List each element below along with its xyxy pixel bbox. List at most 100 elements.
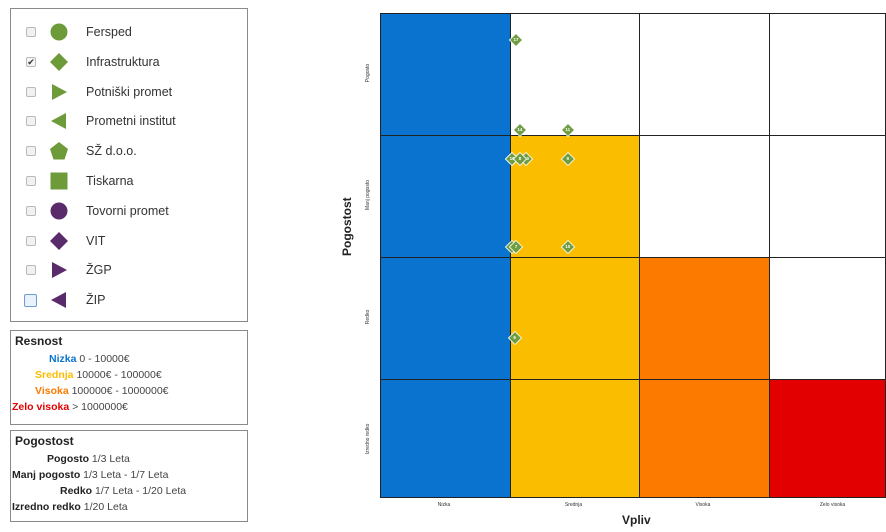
triangle-right-icon xyxy=(49,260,69,280)
y-axis-title: Pogostost xyxy=(340,197,354,256)
series-legend-panel: Fersped ✔ Infrastruktura Potniški promet Pro… xyxy=(10,8,248,322)
risk-marker[interactable]: 11 xyxy=(560,123,575,138)
risk-marker[interactable]: 17 xyxy=(508,32,523,47)
legend-item-label: Infrastruktura xyxy=(86,54,160,69)
matrix-cell-izredno-redko-srednja xyxy=(509,379,639,498)
matrix-cell-pogosto-visoka xyxy=(639,13,769,135)
matrix-cell-pogosto-zelo-visoka xyxy=(768,13,886,135)
marker-number: 17 xyxy=(513,36,519,42)
resnost-legend-box: Resnost Nizka 0 - 10000€ Srednja 10000€ -… xyxy=(10,330,248,425)
resnost-row: Nizka 0 - 10000€ xyxy=(49,353,130,365)
legend-checkbox[interactable] xyxy=(26,235,36,246)
matrix-cell-redko-nizka xyxy=(380,257,510,379)
matrix-cell-manj-pogosto-visoka xyxy=(639,135,769,257)
grid-line-horizontal xyxy=(380,257,886,258)
grid-line-horizontal xyxy=(380,135,886,136)
matrix-cell-pogosto-srednja xyxy=(509,13,639,135)
grid-line-vertical xyxy=(509,13,511,498)
column-label: Zelo visoka xyxy=(819,502,846,508)
pogostost-range: 1/7 Leta - 1/20 Leta xyxy=(95,485,187,497)
diamond-icon xyxy=(560,240,575,255)
resnost-name: Srednja xyxy=(35,369,74,381)
legend-item-fersped[interactable]: Fersped xyxy=(11,19,247,45)
legend-item-žgp[interactable]: ŽGP xyxy=(11,257,247,283)
grid-line-vertical xyxy=(380,13,381,498)
resnost-row: Visoka 100000€ - 1000000€ xyxy=(35,385,169,397)
risk-marker[interactable]: 8 xyxy=(512,152,527,167)
grid-line-horizontal xyxy=(380,497,886,498)
matrix-cell-pogosto-nizka xyxy=(380,13,510,135)
matrix-cell-izredno-redko-zelo-visoka xyxy=(768,379,886,498)
legend-checkbox[interactable] xyxy=(26,205,36,216)
legend-item-label: ŽGP xyxy=(86,263,112,278)
legend-checkbox[interactable]: ✔ xyxy=(26,56,36,67)
legend-item-tiskarna[interactable]: Tiskarna xyxy=(11,168,247,194)
resnost-row: Zelo visoka > 1000000€ xyxy=(12,401,128,413)
diamond-icon xyxy=(508,32,523,47)
diamond-icon xyxy=(560,152,575,167)
row-label: Izredno redko xyxy=(365,423,371,455)
legend-item-potniški-promet[interactable]: Potniški promet xyxy=(11,79,247,105)
legend-checkbox[interactable] xyxy=(26,116,36,127)
legend-checkbox[interactable] xyxy=(26,27,36,37)
legend-item-label: Tiskarna xyxy=(86,174,134,188)
legend-checkbox[interactable] xyxy=(26,176,36,186)
risk-marker[interactable]: 7 xyxy=(508,240,523,255)
marker-number: 14 xyxy=(517,127,523,133)
legend-checkbox[interactable] xyxy=(26,146,36,157)
pogostost-range: 1/3 Leta xyxy=(91,453,130,465)
legend-checkbox[interactable] xyxy=(26,265,36,276)
matrix-cell-manj-pogosto-srednja xyxy=(509,135,639,257)
diamond-icon xyxy=(512,152,527,167)
column-label: Srednja xyxy=(564,502,583,508)
legend-item-label: VIT xyxy=(86,233,106,248)
pogostost-name: Redko xyxy=(60,485,93,497)
risk-marker[interactable]: 6 xyxy=(507,330,522,345)
resnost-name: Visoka xyxy=(35,385,69,397)
legend-item-žip[interactable]: ŽIP xyxy=(11,287,247,313)
matrix-cell-redko-zelo-visoka xyxy=(768,257,886,379)
x-axis-title: Vpliv xyxy=(622,513,651,527)
diamond-icon xyxy=(560,123,575,138)
resnost-row: Srednja 10000€ - 100000€ xyxy=(35,369,162,381)
risk-marker[interactable]: 10 xyxy=(560,240,575,255)
matrix-cell-manj-pogosto-nizka xyxy=(380,135,510,257)
risk-matrix: 17111415139168121076 xyxy=(380,13,886,498)
resnost-range: 0 - 10000€ xyxy=(79,353,130,365)
legend-item-sž-d-o-o-[interactable]: SŽ d.o.o. xyxy=(11,138,247,164)
marker-number: 8 xyxy=(518,156,522,162)
matrix-cell-redko-srednja xyxy=(509,257,639,379)
legend-item-label: Fersped xyxy=(86,25,132,39)
risk-marker[interactable]: 14 xyxy=(512,123,527,138)
matrix-cell-izredno-redko-nizka xyxy=(380,379,510,498)
legend-item-label: ŽIP xyxy=(86,293,106,308)
matrix-cell-redko-visoka xyxy=(639,257,769,379)
legend-checkbox[interactable] xyxy=(24,293,37,307)
legend-checkbox[interactable] xyxy=(26,86,36,97)
resnost-range: 10000€ - 100000€ xyxy=(76,369,162,381)
legend-item-prometni-institut[interactable]: Prometni institut xyxy=(11,108,247,134)
circle-icon xyxy=(49,22,69,42)
grid-line-vertical xyxy=(768,13,770,498)
pogostost-row: Pogosto 1/3 Leta xyxy=(47,453,130,465)
resnost-range: 100000€ - 1000000€ xyxy=(71,385,169,397)
risk-marker[interactable]: 9 xyxy=(560,152,575,167)
pogostost-name: Pogosto xyxy=(47,453,89,465)
grid-line-horizontal xyxy=(380,379,886,380)
grid-line-vertical xyxy=(639,13,640,498)
matrix-cell-manj-pogosto-zelo-visoka xyxy=(768,135,886,257)
triangle-right-icon xyxy=(49,82,69,102)
legend-item-infrastruktura[interactable]: ✔ Infrastruktura xyxy=(11,49,247,75)
circle-icon xyxy=(49,201,69,221)
legend-item-label: Prometni institut xyxy=(86,114,176,129)
diamond-icon xyxy=(49,52,69,72)
pogostost-row: Manj pogosto 1/3 Leta - 1/7 Leta xyxy=(12,469,168,481)
legend-item-tovorni-promet[interactable]: Tovorni promet xyxy=(11,198,247,224)
marker-number: 10 xyxy=(565,244,571,250)
pogostost-range: 1/3 Leta - 1/7 Leta xyxy=(83,469,169,481)
triangle-left-icon xyxy=(49,111,69,131)
pogostost-name: Izredno redko xyxy=(12,501,81,513)
resnost-name: Zelo visoka xyxy=(12,401,70,413)
grid-line-horizontal xyxy=(380,13,886,14)
legend-item-vit[interactable]: VIT xyxy=(11,228,247,254)
